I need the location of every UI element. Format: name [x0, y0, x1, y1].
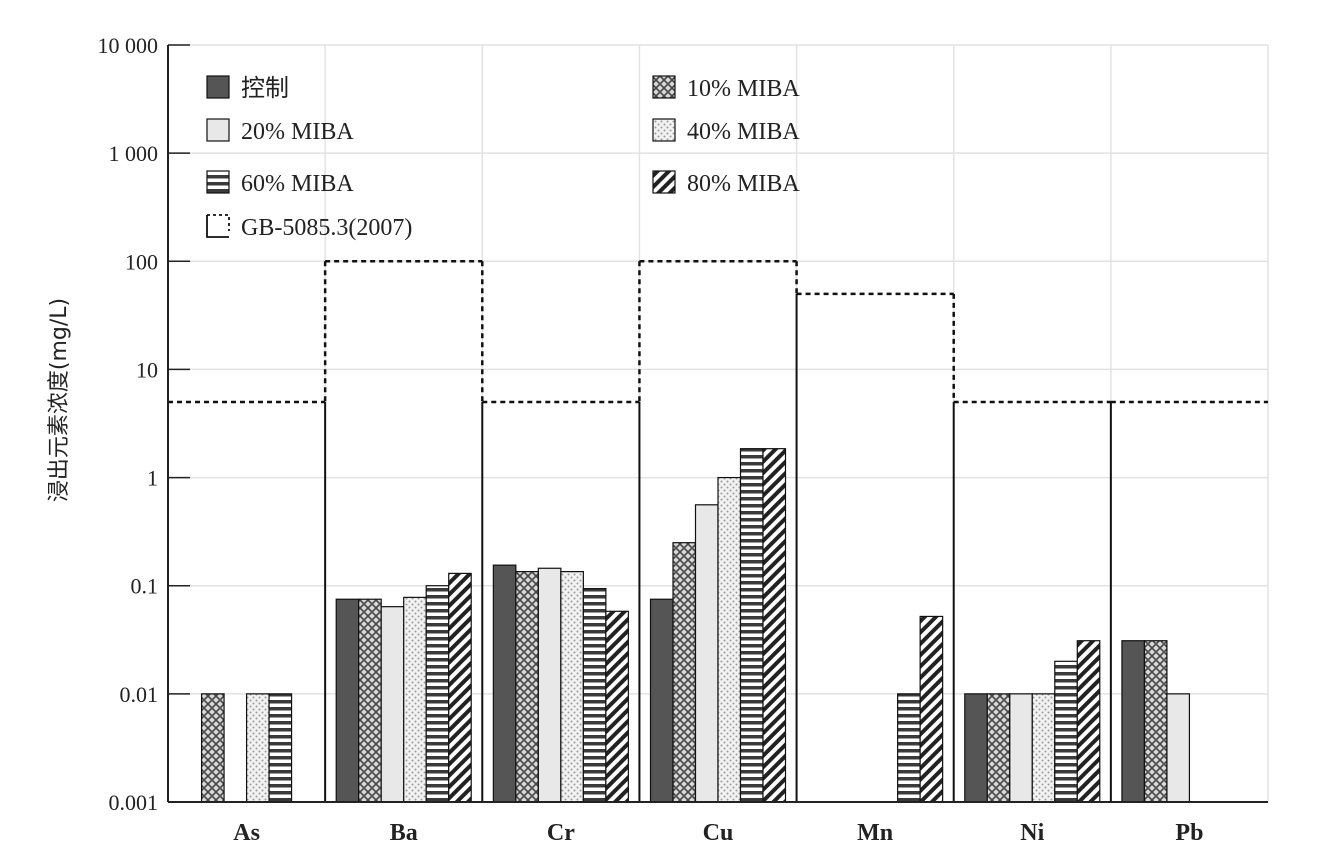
y-axis-label: 浸出元素浓度(mg/L) [47, 298, 72, 502]
bar-ba-series-1 [358, 598, 382, 803]
legend-label: 20% MIBA [241, 119, 354, 145]
bar-cu-series-5 [762, 448, 787, 803]
bars [200, 448, 1191, 803]
bar-mn-series-5 [919, 615, 944, 803]
bar-mn-series-4 [897, 693, 921, 803]
bar-cu-series-0 [649, 598, 674, 803]
y-tick-label: 0.1 [131, 574, 159, 599]
x-category-label: Ni [1020, 820, 1044, 846]
bar-cr-series-0 [492, 564, 517, 803]
reference-limit-lines [168, 260, 1268, 802]
bar-pb-series-0 [1121, 640, 1146, 803]
bar-cr-series-4 [582, 588, 607, 803]
bar-ba-series-4 [425, 585, 450, 803]
bar-cr-series-2 [537, 567, 562, 803]
legend-label: 40% MIBA [687, 119, 800, 145]
legend-swatch [206, 75, 230, 99]
legend: 控制 10% MIBA 20% MIBA 40% MIBA 60% MIBA 80% MI… [206, 75, 800, 241]
y-tick-label: 10 [136, 357, 158, 382]
legend-swatch [652, 170, 676, 194]
legend-swatch [206, 170, 230, 194]
legend-swatch [652, 75, 676, 99]
x-category-label: Mn [857, 820, 893, 846]
axes: 0.001 0.01 0.1 1 10 100 1 000 10 000 As Ba Cr Cu Mn N… [98, 33, 1268, 846]
x-category-label: Cu [703, 820, 734, 846]
legend-label: 60% MIBA [241, 171, 354, 197]
x-category-label: Pb [1175, 820, 1203, 846]
bar-cu-series-2 [694, 504, 719, 803]
y-tick-label: 10 000 [98, 33, 159, 58]
bar-ni-series-2 [1009, 693, 1033, 803]
x-category-label: As [233, 820, 260, 846]
bar-ni-series-5 [1076, 640, 1101, 803]
legend-label-reference: GB-5085.3(2007) [241, 215, 412, 241]
bar-ni-series-4 [1054, 660, 1078, 803]
bar-pb-series-1 [1143, 640, 1168, 803]
bar-cr-series-1 [515, 571, 539, 803]
legend-label: 80% MIBA [687, 171, 800, 197]
y-tick-label: 100 [125, 249, 158, 274]
x-category-label: Ba [390, 820, 418, 846]
x-category-label: Cr [547, 820, 575, 846]
bar-pb-series-2 [1166, 693, 1191, 803]
bar-cu-series-1 [672, 542, 697, 803]
bar-cu-series-3 [717, 476, 742, 803]
legend-swatch [206, 118, 230, 142]
y-tick-label: 1 [147, 466, 158, 491]
bar-ba-series-2 [380, 606, 405, 803]
bar-ba-series-0 [335, 598, 360, 803]
y-tick-label: 0.01 [120, 682, 159, 707]
bar-ni-series-0 [964, 693, 988, 803]
legend-swatch [652, 118, 676, 142]
bar-ni-series-1 [986, 693, 1011, 803]
bar-as-series-4 [268, 693, 293, 803]
bar-cu-series-4 [739, 448, 764, 803]
bar-cr-series-5 [605, 610, 629, 803]
y-tick-label: 0.001 [109, 790, 159, 815]
bar-ba-series-3 [403, 596, 427, 803]
legend-label: 10% MIBA [687, 76, 800, 102]
y-tick-label: 1 000 [109, 141, 159, 166]
bar-as-series-1 [200, 693, 225, 803]
legend-reference-swatch [206, 215, 229, 238]
bar-ni-series-3 [1031, 693, 1056, 803]
legend-reference-swatch-dashed [207, 214, 230, 231]
bar-ba-series-5 [448, 572, 472, 803]
bar-as-series-3 [245, 693, 270, 803]
legend-label: 控制 [241, 75, 289, 102]
bar-cr-series-3 [560, 571, 584, 803]
